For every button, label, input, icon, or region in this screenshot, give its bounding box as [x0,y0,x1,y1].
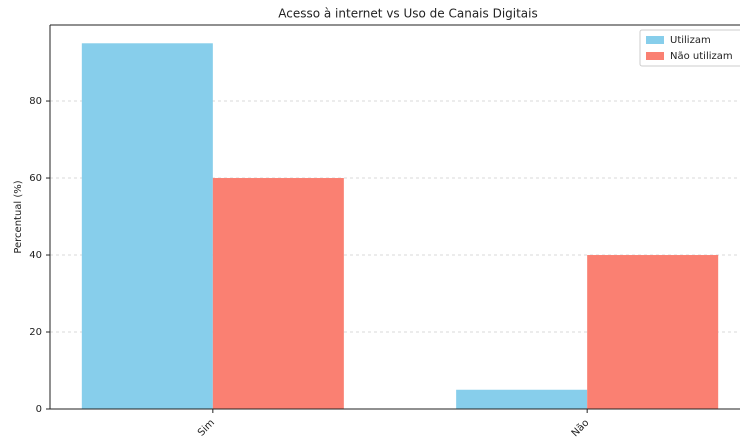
x-tick-label: Sim [196,417,217,438]
bar [456,389,588,409]
legend-label: Não utilizam [670,51,733,62]
legend-swatch [646,52,664,60]
legend-box [639,29,740,67]
y-tick-label: 20 [29,327,42,338]
x-tick-label: Não [570,417,592,439]
bar [212,178,344,409]
y-axis-label: Percentual (%) [13,180,24,253]
y-tick-label: 40 [29,250,42,261]
chart-title: Acesso à internet vs Uso de Canais Digit… [278,7,538,21]
bar [81,43,213,410]
y-tick-label: 60 [29,173,42,184]
legend-label: Utilizam [670,35,711,46]
bar [587,255,719,409]
y-tick-label: 80 [29,96,42,107]
legend-swatch [646,36,664,44]
y-tick-label: 0 [36,404,42,415]
